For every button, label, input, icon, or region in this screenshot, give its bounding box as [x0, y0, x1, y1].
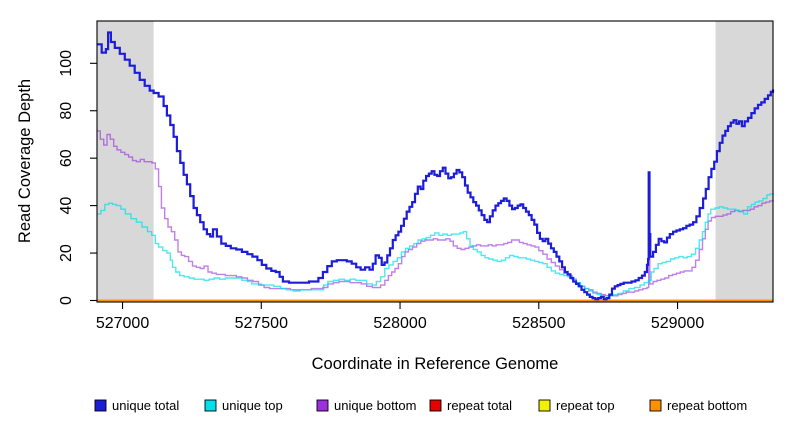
series-line-unique-total [97, 31, 775, 301]
y-tick-label: 20 [58, 244, 75, 262]
legend-swatch-unique-top [204, 399, 217, 412]
plot-border [96, 20, 774, 303]
legend: unique total unique top unique bottom repea… [94, 398, 747, 413]
legend-swatch-repeat-bottom [649, 399, 662, 412]
series-line-unique-top [97, 193, 774, 297]
x-tick-label: 527000 [96, 315, 149, 332]
shaded-band-1 [715, 21, 773, 301]
y-tick-label: 60 [58, 149, 75, 167]
y-tick-label: 100 [58, 50, 75, 77]
x-axis-title: Coordinate in Reference Genome [312, 355, 559, 373]
x-tick-label: 528000 [373, 315, 426, 332]
legend-swatch-unique-total [94, 399, 107, 412]
coverage-series [97, 31, 775, 302]
y-tick-label: 0 [58, 296, 75, 305]
legend-label-unique-top: unique top [222, 398, 283, 413]
legend-label-repeat-total: repeat total [447, 398, 512, 413]
legend-swatch-repeat-top [538, 399, 551, 412]
y-axis-title: Read Coverage Depth [16, 79, 34, 243]
legend-label-unique-bottom: unique bottom [334, 398, 416, 413]
legend-swatch-repeat-total [429, 399, 442, 412]
series-line-unique-bottom [97, 130, 774, 297]
legend-swatch-unique-bottom [316, 399, 329, 412]
legend-label-repeat-bottom: repeat bottom [667, 398, 747, 413]
x-tick-label: 528500 [512, 315, 565, 332]
shaded-band-0 [97, 21, 154, 301]
legend-label-unique-total: unique total [112, 398, 179, 413]
y-tick-label: 40 [58, 197, 75, 215]
y-axis: 0 20 40 60 80 100 [58, 50, 97, 305]
x-tick-label: 527500 [235, 315, 288, 332]
legend-label-repeat-top: repeat top [556, 398, 615, 413]
y-tick-label: 80 [58, 102, 75, 120]
x-tick-label: 529000 [651, 315, 704, 332]
x-axis: 527000 527500 528000 528500 529000 [96, 302, 704, 332]
